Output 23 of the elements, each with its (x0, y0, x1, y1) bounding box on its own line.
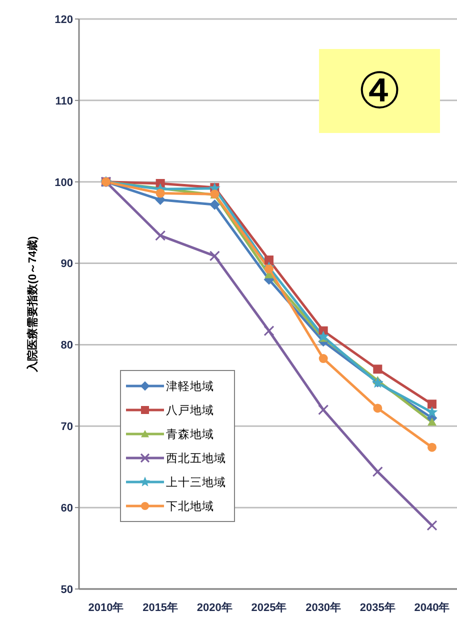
y-tick-label: 90 (60, 258, 73, 270)
y-tick-label: 70 (60, 421, 73, 434)
legend-label: 下北地域 (166, 500, 214, 514)
x-tick-label: 2040年 (414, 600, 450, 614)
y-tick-label: 100 (54, 176, 73, 189)
x-tick-label: 2015年 (142, 600, 178, 614)
x-tick-label: 2035年 (360, 600, 396, 614)
x-tick-label: 2010年 (88, 600, 124, 614)
y-tick-label: 60 (60, 502, 73, 514)
legend-label: 青森地域 (166, 428, 214, 442)
y-tick-label: 80 (60, 340, 73, 352)
legend-label: 八戸地域 (166, 404, 214, 418)
y-axis-title: 入院医療需要指数(0～74歳) (26, 236, 39, 373)
legend-label: 西北五地域 (166, 452, 226, 466)
legend-label: 上十三地域 (166, 476, 226, 490)
legend-label: 津軽地域 (166, 380, 214, 394)
y-tick-label: 50 (60, 584, 73, 596)
y-tick-label: 110 (55, 95, 73, 108)
y-tick-label: 120 (54, 14, 73, 26)
annotation: ④ (357, 63, 402, 119)
x-tick-label: 2030年 (306, 600, 342, 614)
x-tick-label: 2025年 (251, 600, 287, 614)
x-tick-label: 2020年 (196, 600, 232, 614)
